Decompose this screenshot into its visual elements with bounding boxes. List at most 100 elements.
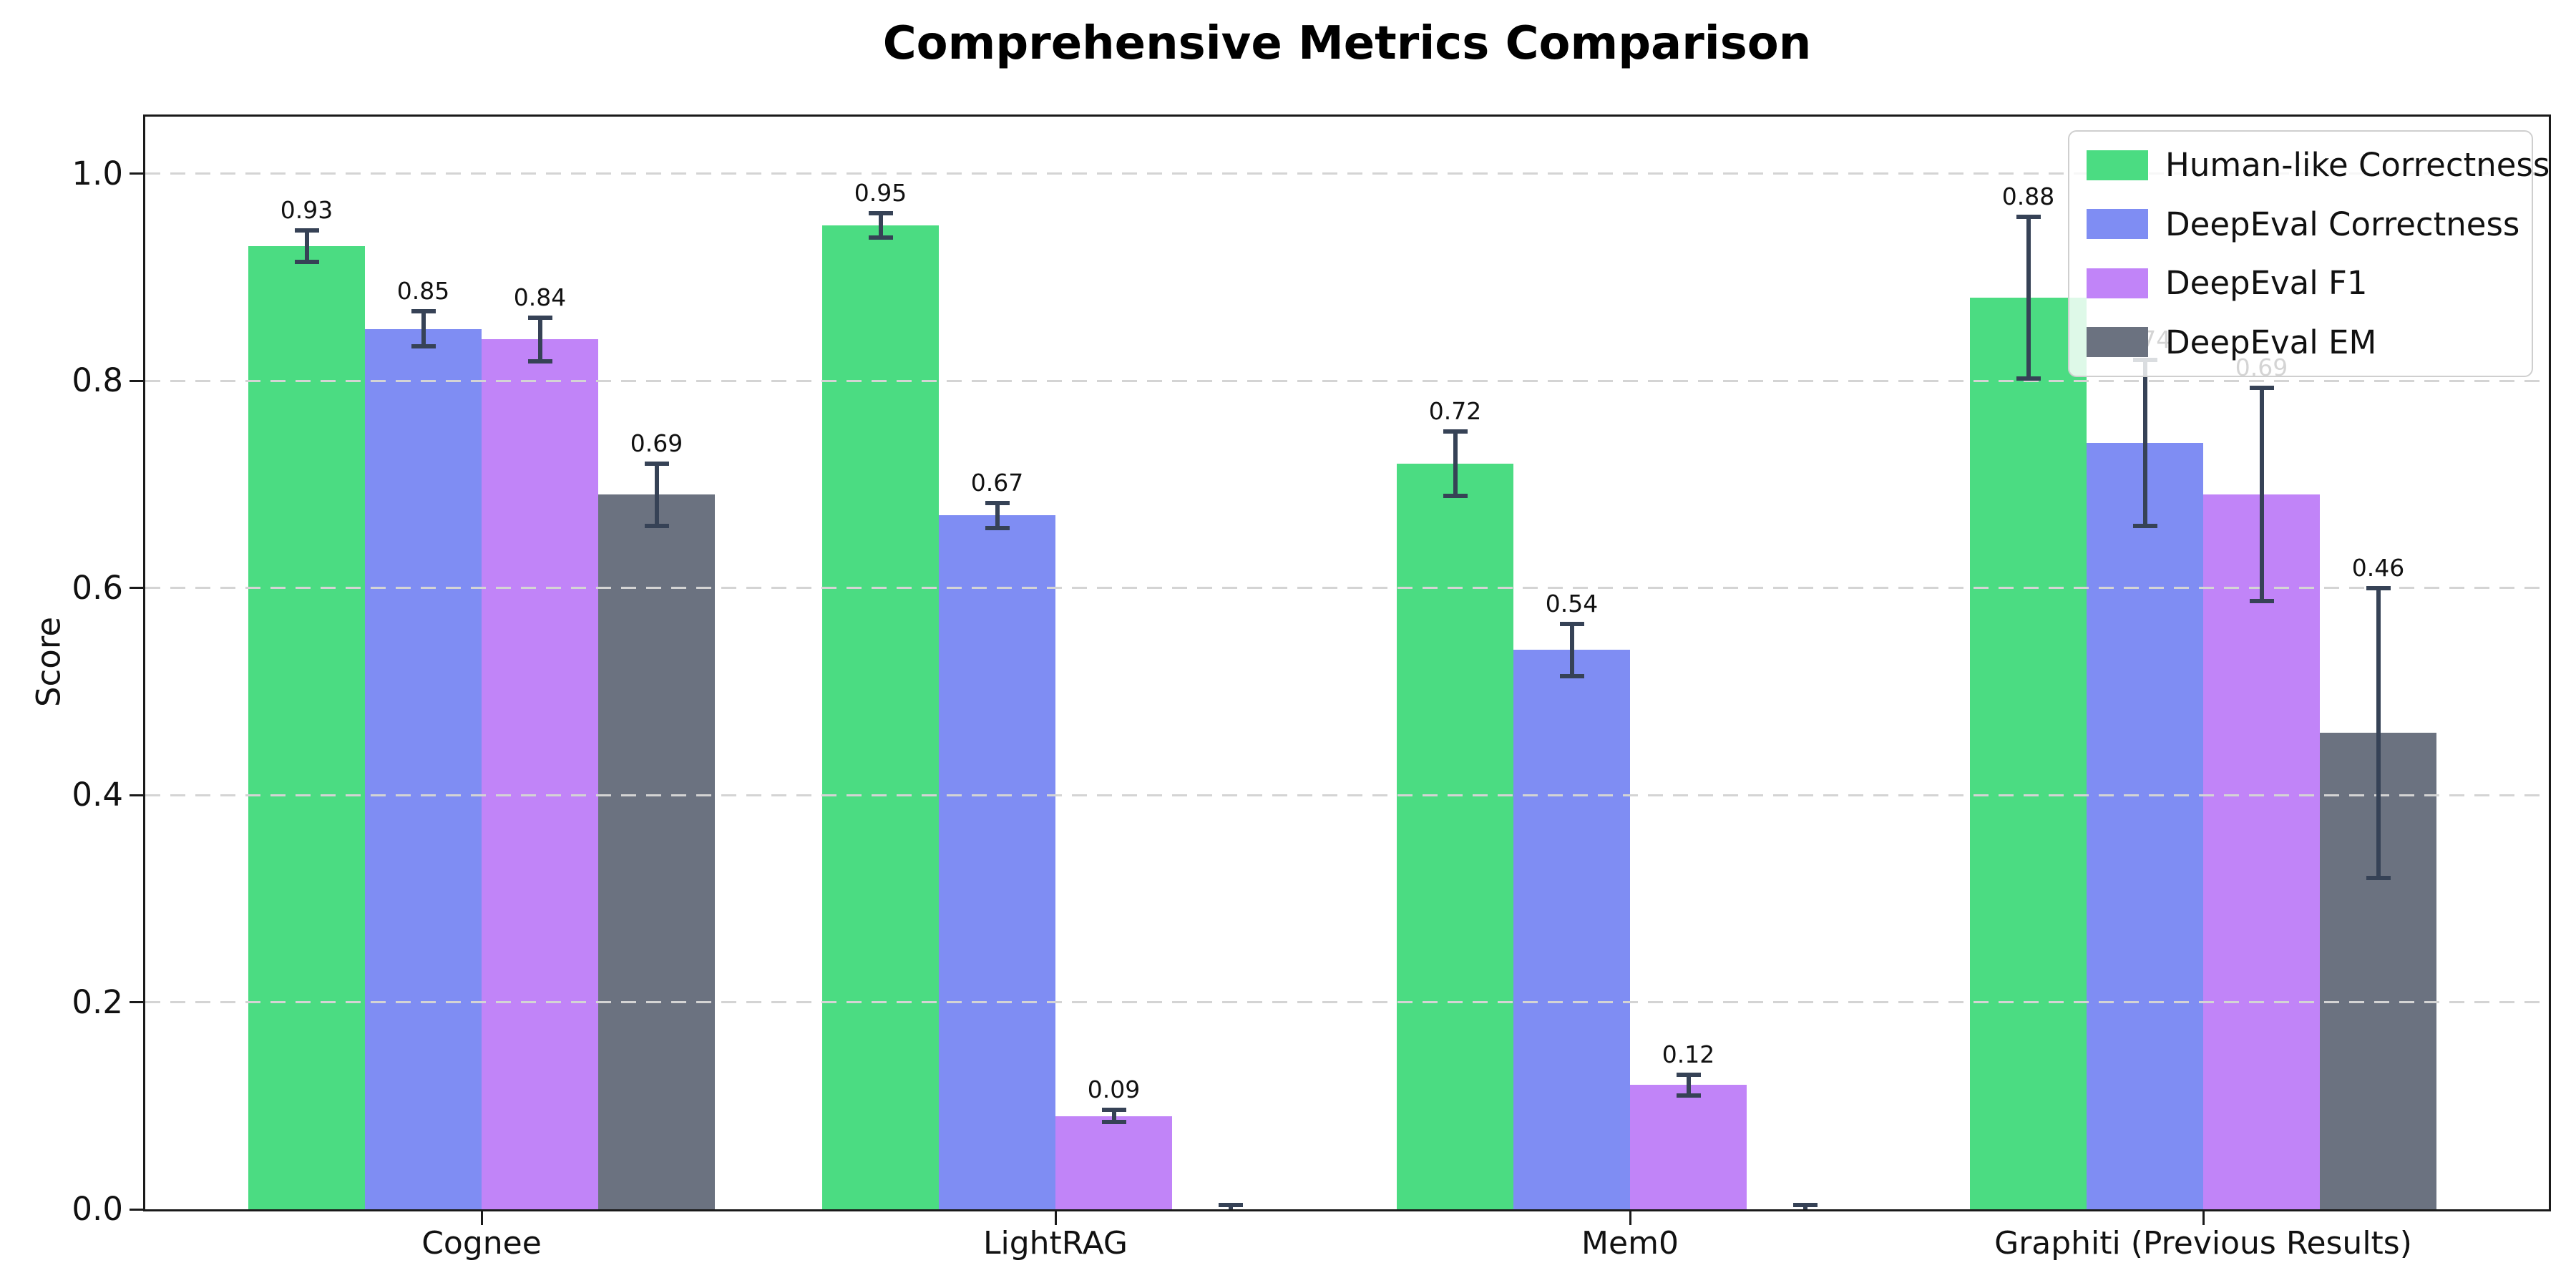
error-bar-line	[2026, 217, 2031, 379]
x-tick-label: LightRAG	[982, 1225, 1128, 1262]
error-bar-cap-bottom	[644, 523, 669, 528]
legend-swatch	[2087, 268, 2148, 298]
error-bar-cap-bottom	[985, 525, 1010, 530]
y-tick-mark	[130, 1208, 144, 1211]
error-bar-cap-bottom	[1443, 493, 1468, 498]
error-bar-cap-top	[2366, 585, 2391, 590]
y-tick-label: 0.2	[72, 982, 123, 1021]
error-bar-line	[1111, 1110, 1116, 1123]
error-bar-cap-top	[294, 228, 319, 233]
error-bar-line	[1453, 431, 1458, 496]
legend-label: DeepEval F1	[2165, 264, 2368, 303]
error-bar-line	[2259, 388, 2264, 602]
error-bar-cap-bottom	[868, 235, 893, 240]
x-tick-label: Mem0	[1581, 1225, 1679, 1262]
y-tick-label: 0.8	[72, 361, 123, 400]
error-bar-line	[1569, 624, 1574, 676]
bar-value-label: 0.46	[2351, 553, 2405, 582]
bar-value-label: 0.69	[630, 429, 683, 457]
x-tick-mark	[480, 1211, 483, 1225]
error-bar-cap-top	[2016, 215, 2041, 220]
bar	[1513, 650, 1630, 1209]
bar-value-label: 0.95	[854, 178, 907, 207]
error-bar-line	[2376, 587, 2381, 878]
gridline	[145, 587, 2549, 590]
error-bar-line	[995, 502, 1000, 528]
bar-value-label: 0.85	[396, 277, 450, 306]
x-tick-mark	[2202, 1211, 2205, 1225]
bar	[1630, 1085, 1747, 1209]
x-tick-label: Cognee	[421, 1225, 542, 1262]
y-tick-mark	[130, 379, 144, 382]
error-bar-cap-bottom	[411, 344, 436, 349]
legend-label: DeepEval Correctness	[2165, 205, 2520, 243]
error-bar-cap-top	[1559, 622, 1584, 627]
error-bar-cap-top	[411, 309, 436, 314]
y-tick-mark	[130, 1001, 144, 1004]
error-bar-cap-top	[644, 461, 669, 466]
error-bar-cap-top	[1443, 429, 1468, 434]
error-bar-cap-top	[1101, 1108, 1126, 1113]
error-bar-cap-bottom	[1559, 673, 1584, 678]
bar-value-label: 0.12	[1662, 1040, 1715, 1068]
bar	[365, 328, 482, 1209]
bar	[2087, 442, 2203, 1209]
bar-value-label: 0.54	[1545, 590, 1599, 618]
error-bar-line	[654, 463, 659, 526]
bar	[598, 494, 715, 1209]
y-tick-label: 0.4	[72, 776, 123, 814]
y-tick-label: 0.6	[72, 568, 123, 607]
error-bar-line	[1686, 1074, 1691, 1096]
error-bar-cap-top	[1792, 1203, 1818, 1208]
bar	[1397, 463, 1513, 1209]
legend-item: DeepEval Correctness	[2087, 205, 2520, 243]
bar	[1970, 298, 2087, 1209]
bar-value-label: 0.88	[2001, 182, 2055, 211]
y-tick-mark	[130, 794, 144, 796]
error-bar-cap-top	[527, 315, 552, 320]
legend-item: DeepEval EM	[2087, 323, 2517, 361]
legend-label: DeepEval EM	[2165, 323, 2377, 361]
error-bar-cap-bottom	[1676, 1093, 1701, 1098]
bar-value-label: 0.93	[280, 196, 333, 225]
bar	[2203, 494, 2320, 1209]
bar	[939, 515, 1055, 1209]
bar-value-label: 0.09	[1087, 1075, 1141, 1104]
bar-value-label: 0.84	[513, 283, 567, 311]
bar	[822, 225, 939, 1209]
error-bar-cap-top	[1218, 1203, 1243, 1208]
y-tick-label: 1.0	[72, 154, 123, 192]
y-tick-mark	[130, 587, 144, 590]
bar	[482, 339, 598, 1209]
error-bar-cap-bottom	[294, 259, 319, 264]
bar-value-label: 0.67	[970, 468, 1024, 497]
x-tick-mark	[1629, 1211, 1631, 1225]
error-bar-cap-top	[2249, 386, 2274, 391]
y-axis-label: Score	[29, 616, 68, 708]
error-bar-cap-bottom	[1101, 1120, 1126, 1125]
error-bar-cap-bottom	[2132, 523, 2157, 528]
y-tick-label: 0.0	[72, 1190, 123, 1228]
legend-item: DeepEval F1	[2087, 264, 2517, 302]
error-bar-line	[304, 230, 309, 262]
legend: Human-like Correctness DeepEval Correctne…	[2068, 130, 2550, 377]
bar	[1055, 1116, 1172, 1209]
bar-value-label: 0.72	[1428, 397, 1482, 425]
legend-swatch	[2087, 150, 2148, 180]
error-bar-line	[421, 311, 426, 347]
legend-swatch	[2087, 209, 2148, 240]
error-bar-cap-bottom	[2249, 599, 2274, 604]
chart-title: Comprehensive Metrics Comparison	[882, 17, 1812, 70]
error-bar-line	[2142, 360, 2147, 526]
error-bar-cap-top	[985, 500, 1010, 505]
bar	[248, 245, 365, 1209]
error-bar-line	[537, 317, 542, 361]
x-tick-label: Graphiti (Previous Results)	[1994, 1225, 2412, 1262]
gridline	[145, 794, 2549, 796]
y-tick-mark	[130, 172, 144, 175]
gridline	[145, 172, 2549, 175]
error-bar-cap-bottom	[2366, 875, 2391, 880]
error-bar-cap-bottom	[527, 358, 552, 364]
error-bar-cap-top	[868, 210, 893, 215]
